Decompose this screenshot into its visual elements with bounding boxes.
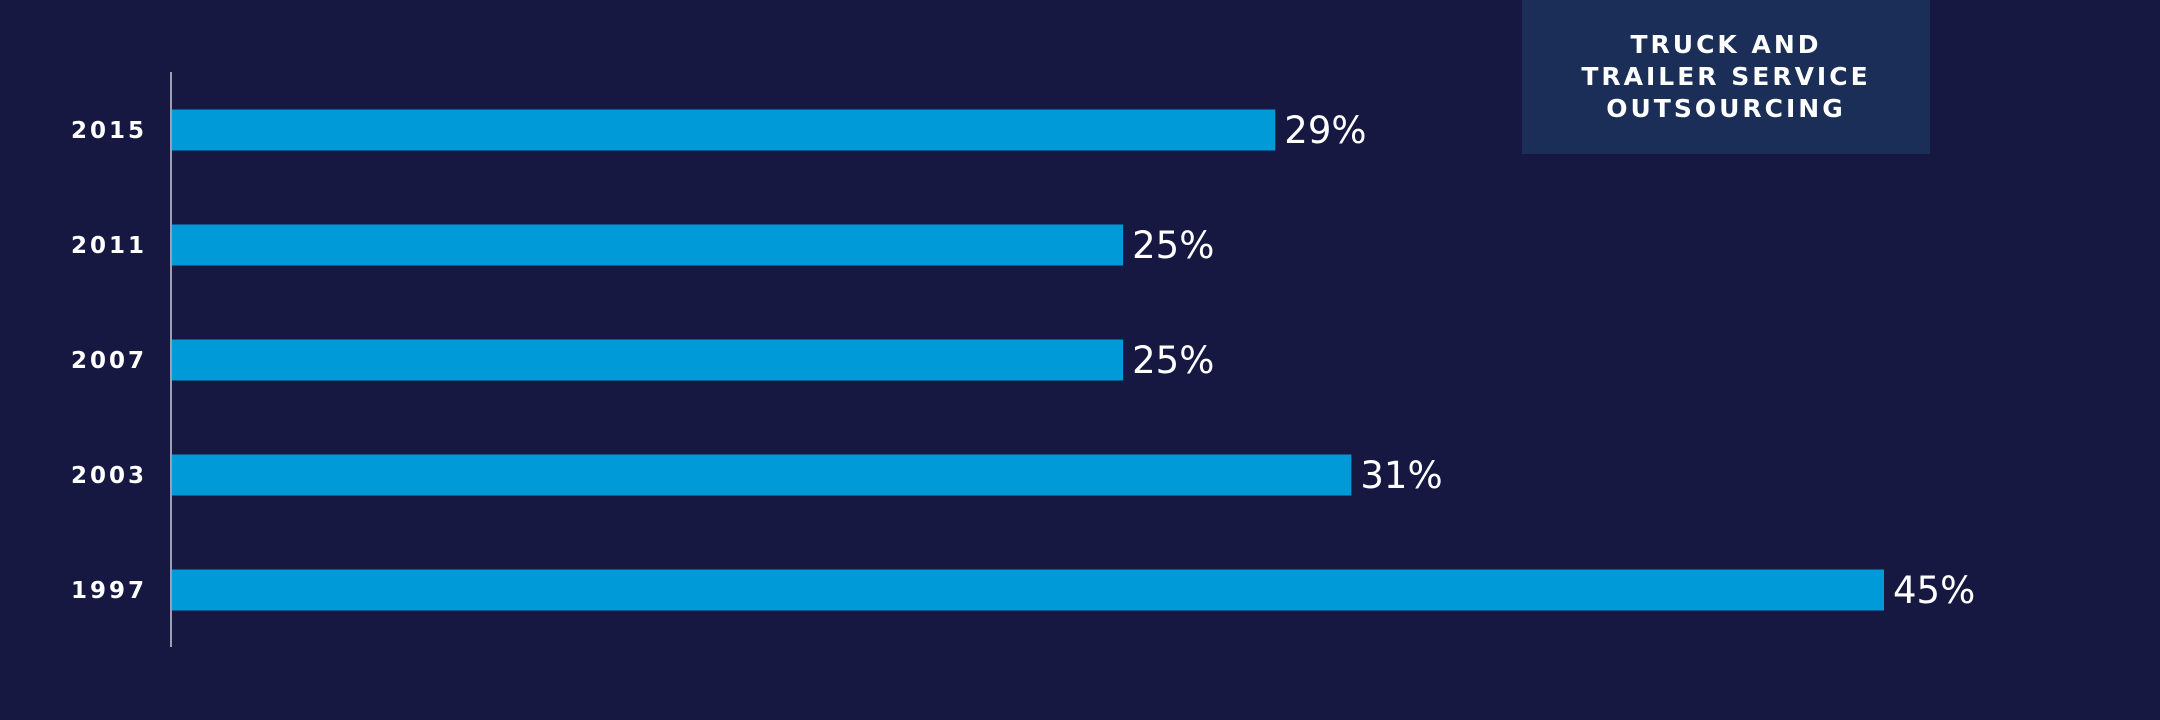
value-label-2003: 31%: [1360, 454, 1442, 497]
bar-2003: [172, 454, 1352, 496]
chart-title-box: TRUCK AND TRAILER SERVICE OUTSOURCING: [1522, 0, 1930, 154]
bar-1997: [172, 569, 1884, 611]
category-label-1997: 1997: [71, 578, 147, 604]
chart-title: TRUCK AND TRAILER SERVICE OUTSOURCING: [1581, 30, 1871, 123]
value-label-1997: 45%: [1893, 569, 1975, 612]
bar-2015: [172, 109, 1276, 151]
bar-2011: [172, 224, 1124, 266]
value-label-2015: 29%: [1284, 109, 1366, 152]
bar-2007: [172, 339, 1124, 381]
category-label-2011: 2011: [71, 233, 147, 259]
category-label-2003: 2003: [71, 463, 147, 489]
category-label-2015: 2015: [71, 118, 147, 144]
value-label-2007: 25%: [1132, 339, 1214, 382]
category-label-2007: 2007: [71, 348, 147, 374]
value-label-2011: 25%: [1132, 224, 1214, 267]
